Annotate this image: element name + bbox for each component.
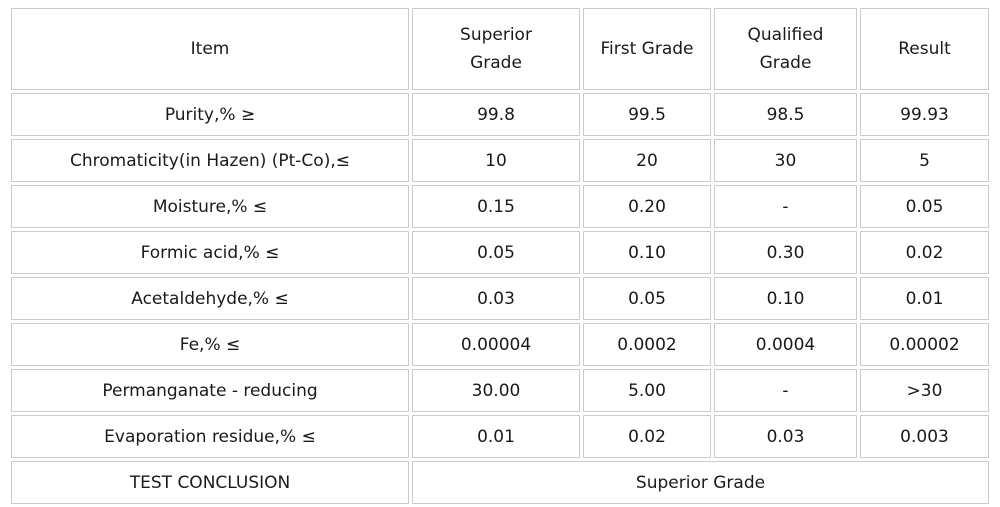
item-cell: Acetaldehyde,% ≤ (11, 277, 409, 320)
table-row-evaporation-residue: Evaporation residue,% ≤ 0.01 0.02 0.03 0… (11, 415, 989, 458)
first-grade-cell: 0.05 (583, 277, 711, 320)
superior-grade-cell: 0.15 (412, 185, 580, 228)
qualified-grade-cell: 0.03 (714, 415, 857, 458)
qualified-grade-cell: 98.5 (714, 93, 857, 136)
first-grade-cell: 0.20 (583, 185, 711, 228)
first-grade-cell: 0.02 (583, 415, 711, 458)
result-cell: 0.003 (860, 415, 989, 458)
superior-grade-cell: 0.01 (412, 415, 580, 458)
result-cell: 0.01 (860, 277, 989, 320)
first-grade-cell: 0.0002 (583, 323, 711, 366)
qualified-grade-cell: 0.0004 (714, 323, 857, 366)
table-row-chromaticity: Chromaticity(in Hazen) (Pt-Co),≤ 10 20 3… (11, 139, 989, 182)
table-header-row: Item Superior Grade First Grade Qualifie… (11, 8, 989, 90)
superior-grade-cell: 0.05 (412, 231, 580, 274)
item-cell: Moisture,% ≤ (11, 185, 409, 228)
header-superior-grade: Superior Grade (412, 8, 580, 90)
qualified-grade-cell: 0.30 (714, 231, 857, 274)
quality-spec-table: Item Superior Grade First Grade Qualifie… (8, 5, 992, 507)
item-cell: Chromaticity(in Hazen) (Pt-Co),≤ (11, 139, 409, 182)
result-cell: >30 (860, 369, 989, 412)
table-row-acetaldehyde: Acetaldehyde,% ≤ 0.03 0.05 0.10 0.01 (11, 277, 989, 320)
qualified-grade-cell: 30 (714, 139, 857, 182)
superior-grade-cell: 10 (412, 139, 580, 182)
superior-grade-cell: 99.8 (412, 93, 580, 136)
table-row-permanganate: Permanganate - reducing 30.00 5.00 - >30 (11, 369, 989, 412)
item-cell: Fe,% ≤ (11, 323, 409, 366)
item-cell: Formic acid,% ≤ (11, 231, 409, 274)
result-cell: 99.93 (860, 93, 989, 136)
item-cell: Permanganate - reducing (11, 369, 409, 412)
first-grade-cell: 20 (583, 139, 711, 182)
header-qualified-grade: Qualified Grade (714, 8, 857, 90)
qualified-grade-cell: 0.10 (714, 277, 857, 320)
table-row-moisture: Moisture,% ≤ 0.15 0.20 - 0.05 (11, 185, 989, 228)
result-cell: 0.05 (860, 185, 989, 228)
superior-grade-cell: 0.03 (412, 277, 580, 320)
header-result: Result (860, 8, 989, 90)
conclusion-value-cell: Superior Grade (412, 461, 989, 504)
superior-grade-cell: 30.00 (412, 369, 580, 412)
table-row-formic-acid: Formic acid,% ≤ 0.05 0.10 0.30 0.02 (11, 231, 989, 274)
conclusion-label-cell: TEST CONCLUSION (11, 461, 409, 504)
first-grade-cell: 0.10 (583, 231, 711, 274)
result-cell: 0.00002 (860, 323, 989, 366)
qualified-grade-cell: - (714, 369, 857, 412)
item-cell: Evaporation residue,% ≤ (11, 415, 409, 458)
table-row-fe: Fe,% ≤ 0.00004 0.0002 0.0004 0.00002 (11, 323, 989, 366)
header-first-grade: First Grade (583, 8, 711, 90)
result-cell: 0.02 (860, 231, 989, 274)
item-cell: Purity,% ≥ (11, 93, 409, 136)
first-grade-cell: 5.00 (583, 369, 711, 412)
superior-grade-cell: 0.00004 (412, 323, 580, 366)
first-grade-cell: 99.5 (583, 93, 711, 136)
table-row-conclusion: TEST CONCLUSION Superior Grade (11, 461, 989, 504)
header-item: Item (11, 8, 409, 90)
qualified-grade-cell: - (714, 185, 857, 228)
result-cell: 5 (860, 139, 989, 182)
table-row-purity: Purity,% ≥ 99.8 99.5 98.5 99.93 (11, 93, 989, 136)
